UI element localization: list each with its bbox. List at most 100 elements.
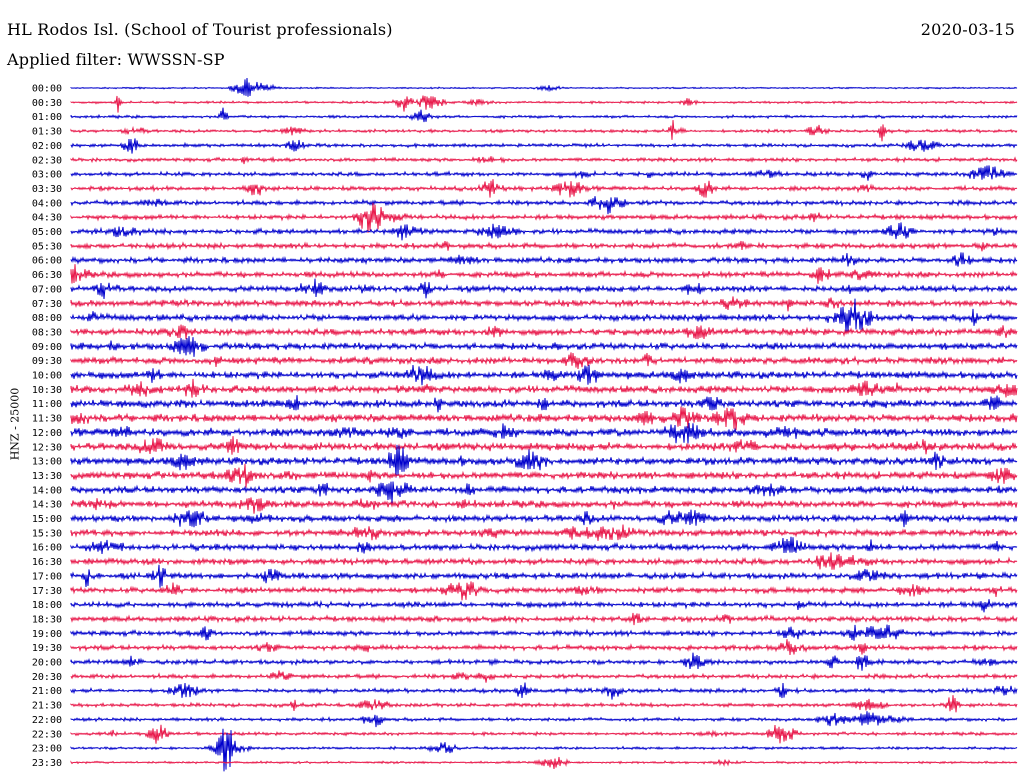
trace-line xyxy=(70,552,1018,570)
filter-label: Applied filter: WWSSN-SP xyxy=(7,50,225,69)
trace-line xyxy=(70,165,1018,181)
trace-line xyxy=(70,364,1018,386)
row-time-label: 03:30 xyxy=(32,184,62,195)
trace-line xyxy=(70,264,1018,284)
row-time-label: 14:00 xyxy=(32,485,62,496)
trace-line xyxy=(70,222,1018,241)
trace-line xyxy=(70,463,1018,488)
row-time-label: 13:30 xyxy=(32,471,62,482)
row-time-label: 09:30 xyxy=(32,356,62,367)
row-time-label: 23:00 xyxy=(32,744,62,755)
row-time-label: 11:30 xyxy=(32,414,62,425)
row-time-label: 23:30 xyxy=(32,758,62,769)
row-time-label: 00:30 xyxy=(32,98,62,109)
row-time-label: 15:30 xyxy=(32,528,62,539)
trace-line xyxy=(70,444,1018,478)
row-time-label: 02:00 xyxy=(32,141,62,152)
trace-line xyxy=(70,728,1018,772)
trace-line xyxy=(70,138,1018,154)
trace-line xyxy=(70,252,1018,267)
row-time-label: 16:00 xyxy=(32,543,62,554)
row-time-label: 04:00 xyxy=(32,198,62,209)
trace-line xyxy=(70,352,1018,370)
row-time-label: 07:30 xyxy=(32,299,62,310)
row-time-label: 10:30 xyxy=(32,385,62,396)
trace-line xyxy=(70,240,1018,252)
row-time-label: 14:30 xyxy=(32,500,62,511)
row-time-label: 12:00 xyxy=(32,428,62,439)
row-time-label: 06:00 xyxy=(32,256,62,267)
row-time-label: 16:30 xyxy=(32,557,62,568)
row-time-label: 12:30 xyxy=(32,442,62,453)
trace-line xyxy=(70,378,1018,398)
row-time-label: 03:00 xyxy=(32,170,62,181)
station-title: HL Rodos Isl. (School of Tourist profess… xyxy=(7,20,393,39)
trace-line xyxy=(70,599,1018,613)
trace-line xyxy=(70,324,1018,340)
trace-line xyxy=(70,179,1018,198)
trace-line xyxy=(70,670,1018,683)
trace-line xyxy=(70,612,1018,626)
row-time-label: 11:00 xyxy=(32,399,62,410)
row-time-label: 22:30 xyxy=(32,729,62,740)
row-time-label: 00:00 xyxy=(32,84,62,95)
row-time-label: 05:30 xyxy=(32,241,62,252)
trace-line xyxy=(70,564,1018,588)
row-time-label: 13:00 xyxy=(32,457,62,468)
row-time-label: 08:30 xyxy=(32,327,62,338)
trace-line xyxy=(70,336,1018,357)
trace-line xyxy=(70,695,1018,713)
trace-line xyxy=(70,497,1018,514)
row-time-label: 01:00 xyxy=(32,112,62,123)
row-time-label: 19:00 xyxy=(32,629,62,640)
trace-line xyxy=(70,536,1018,555)
trace-line xyxy=(70,711,1018,728)
trace-line xyxy=(70,724,1018,744)
row-time-label: 05:00 xyxy=(32,227,62,238)
trace-line xyxy=(70,524,1018,541)
row-time-label: 20:00 xyxy=(32,658,62,669)
trace-line xyxy=(70,196,1018,215)
row-time-label: 21:30 xyxy=(32,701,62,712)
row-time-label: 04:30 xyxy=(32,213,62,224)
row-time-label: 17:00 xyxy=(32,571,62,582)
row-time-label: 20:30 xyxy=(32,672,62,683)
row-time-label: 18:00 xyxy=(32,600,62,611)
chart-date: 2020-03-15 xyxy=(920,20,1015,39)
trace-line xyxy=(70,624,1018,641)
trace-line xyxy=(70,120,1018,142)
row-time-label: 19:30 xyxy=(32,643,62,654)
trace-line xyxy=(70,481,1018,504)
trace-line xyxy=(70,155,1018,165)
trace-line xyxy=(70,756,1018,769)
trace-line xyxy=(70,509,1018,528)
trace-line xyxy=(70,422,1018,444)
trace-line xyxy=(70,639,1018,656)
row-time-label: 01:30 xyxy=(32,127,62,138)
trace-line xyxy=(70,202,1018,234)
row-time-label: 22:00 xyxy=(32,715,62,726)
trace-line xyxy=(70,95,1018,113)
row-time-label: 10:00 xyxy=(32,371,62,382)
row-time-label: 17:30 xyxy=(32,586,62,597)
trace-line xyxy=(70,395,1018,413)
row-time-label: 15:00 xyxy=(32,514,62,525)
trace-line xyxy=(70,652,1018,671)
trace-line xyxy=(70,296,1018,312)
row-time-label: 07:00 xyxy=(32,284,62,295)
trace-line xyxy=(70,406,1018,431)
trace-line xyxy=(70,682,1018,700)
row-time-label: 09:00 xyxy=(32,342,62,353)
trace-line xyxy=(70,581,1018,601)
row-time-label: 06:30 xyxy=(32,270,62,281)
row-time-label: 02:30 xyxy=(32,155,62,166)
row-time-label: 21:00 xyxy=(32,686,62,697)
trace-line xyxy=(70,298,1018,333)
trace-line xyxy=(70,436,1018,455)
trace-line xyxy=(70,77,1018,97)
trace-line xyxy=(70,278,1018,300)
trace-line xyxy=(70,107,1018,123)
row-time-label: 08:00 xyxy=(32,313,62,324)
row-time-label: 18:30 xyxy=(32,614,62,625)
